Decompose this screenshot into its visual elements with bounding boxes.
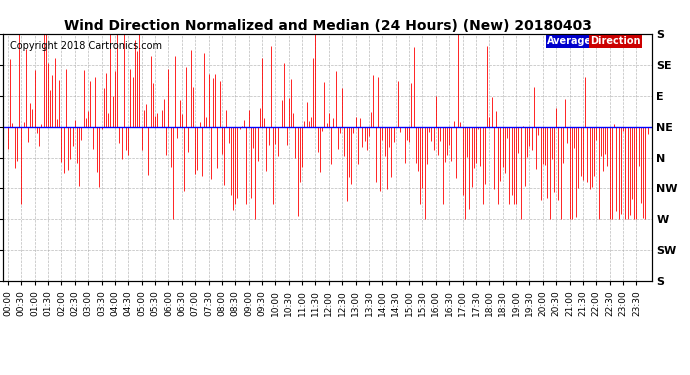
Text: Copyright 2018 Cartronics.com: Copyright 2018 Cartronics.com xyxy=(10,41,162,51)
Title: Wind Direction Normalized and Median (24 Hours) (New) 20180403: Wind Direction Normalized and Median (24… xyxy=(63,19,592,33)
Text: Average: Average xyxy=(547,36,592,46)
Text: Direction: Direction xyxy=(591,36,641,46)
